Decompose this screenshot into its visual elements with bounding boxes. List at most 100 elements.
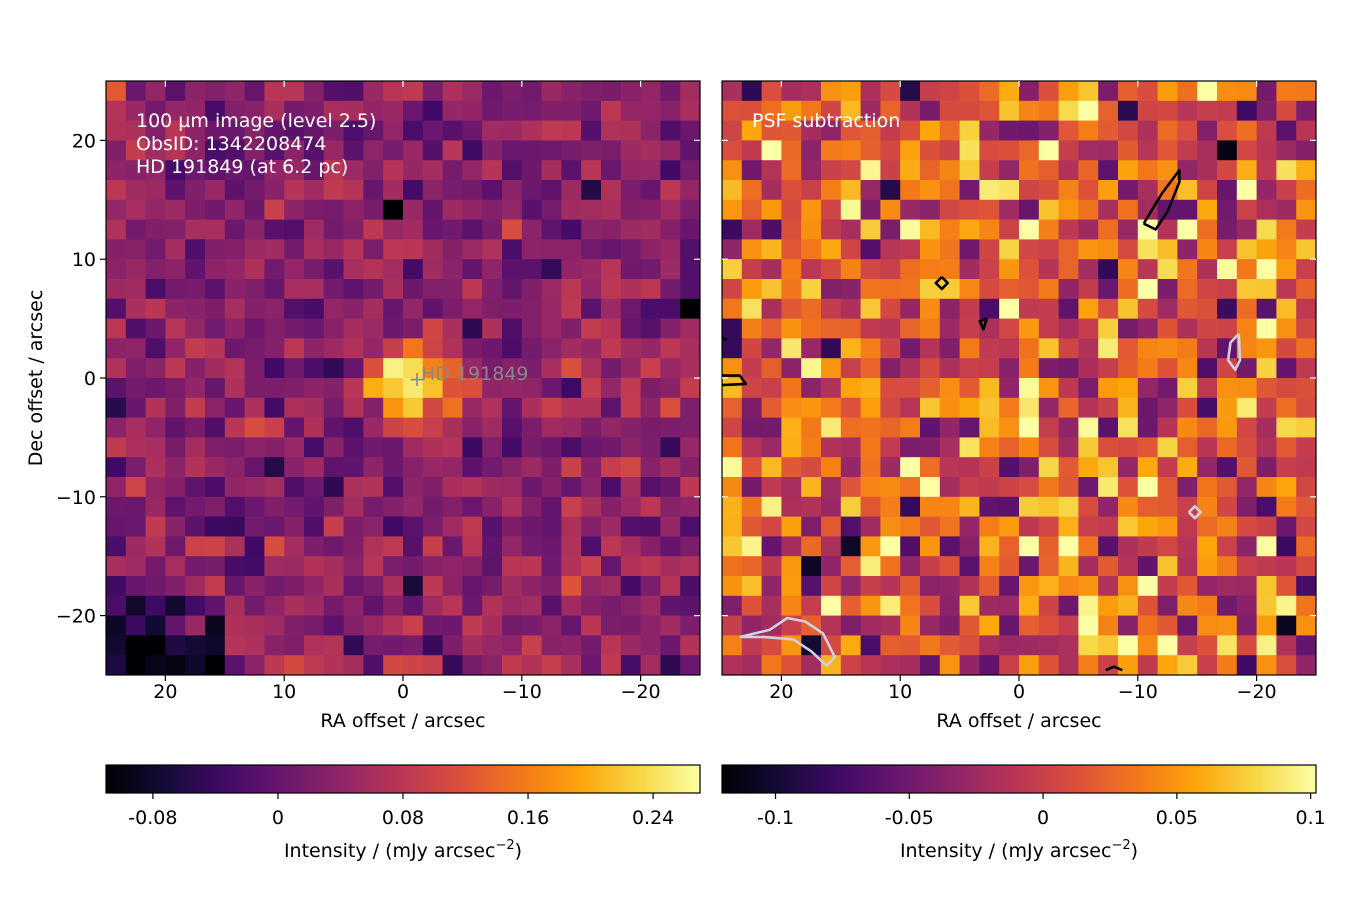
heatmap-cell bbox=[1118, 576, 1139, 597]
heatmap-cell bbox=[1058, 160, 1079, 181]
heatmap-cell bbox=[521, 318, 543, 339]
heatmap-cell bbox=[363, 417, 384, 438]
heatmap-cell bbox=[1296, 100, 1316, 122]
heatmap-cell bbox=[860, 556, 881, 577]
heatmap-cell bbox=[363, 120, 384, 141]
heatmap-cell bbox=[1256, 378, 1277, 399]
heatmap-cell bbox=[145, 595, 166, 617]
heatmap-cell bbox=[1296, 199, 1316, 221]
heatmap-cell bbox=[383, 635, 404, 656]
heatmap-cell bbox=[840, 199, 862, 221]
heatmap-cell bbox=[482, 556, 503, 577]
heatmap-cell bbox=[801, 160, 822, 181]
heatmap-cell bbox=[1019, 120, 1040, 141]
heatmap-cell bbox=[1157, 160, 1178, 181]
heatmap-cell bbox=[482, 358, 503, 379]
heatmap-cell bbox=[1098, 576, 1119, 597]
heatmap-cell bbox=[801, 536, 822, 557]
contour-line bbox=[1142, 168, 1181, 231]
heatmap-cell bbox=[1058, 576, 1079, 597]
heatmap-cell bbox=[363, 160, 384, 181]
heatmap-cell bbox=[821, 279, 842, 300]
heatmap-cell bbox=[561, 457, 582, 478]
heatmap-cell bbox=[1157, 615, 1178, 636]
heatmap-cell bbox=[205, 160, 226, 181]
heatmap-cell bbox=[1098, 140, 1119, 161]
heatmap-cell bbox=[224, 160, 246, 181]
heatmap-cell bbox=[482, 655, 503, 675]
heatmap-cell bbox=[900, 140, 921, 161]
heatmap-cell bbox=[979, 81, 1000, 102]
heatmap-cell bbox=[979, 516, 1000, 537]
heatmap-cell bbox=[462, 140, 483, 161]
heatmap-cell bbox=[1098, 516, 1119, 537]
heatmap-cell bbox=[502, 516, 523, 537]
heatmap-cell bbox=[403, 496, 424, 518]
heatmap-cell bbox=[840, 180, 862, 201]
heatmap-cell bbox=[640, 457, 661, 478]
heatmap-cell bbox=[1256, 397, 1277, 419]
heatmap-cell bbox=[620, 576, 642, 597]
heatmap-cell bbox=[106, 160, 127, 181]
heatmap-cell bbox=[1296, 397, 1316, 419]
heatmap-cell bbox=[165, 140, 186, 161]
heatmap-cell bbox=[1058, 556, 1079, 577]
heatmap-cell bbox=[1098, 397, 1119, 419]
heatmap-cell bbox=[145, 457, 166, 478]
heatmap-cell bbox=[224, 338, 246, 359]
heatmap-cell bbox=[821, 338, 842, 359]
heatmap-cell bbox=[125, 417, 147, 438]
heatmap-cell bbox=[264, 180, 285, 201]
heatmap-cell bbox=[1019, 576, 1040, 597]
heatmap-cell bbox=[1058, 655, 1079, 675]
heatmap-cell bbox=[145, 516, 166, 537]
heatmap-cell bbox=[264, 199, 285, 221]
heatmap-cell bbox=[722, 417, 743, 438]
heatmap-cell bbox=[581, 655, 602, 675]
heatmap-cell bbox=[106, 576, 127, 597]
heatmap-cell bbox=[185, 457, 206, 478]
heatmap-cell bbox=[165, 457, 186, 478]
heatmap-cell bbox=[224, 378, 246, 399]
heatmap-cell bbox=[106, 516, 127, 537]
heatmap-cell bbox=[581, 279, 602, 300]
heatmap-cell bbox=[801, 417, 822, 438]
heatmap-cell bbox=[1058, 298, 1079, 320]
heatmap-cell bbox=[323, 397, 345, 419]
heatmap-cell bbox=[741, 279, 763, 300]
source-annotation: + HD 191849 bbox=[409, 363, 529, 391]
heatmap-cell bbox=[1078, 279, 1099, 300]
heatmap-cell bbox=[165, 556, 186, 577]
heatmap-cell bbox=[1078, 219, 1099, 240]
heatmap-cell bbox=[640, 615, 661, 636]
heatmap-cell bbox=[1197, 219, 1218, 240]
heatmap-cell bbox=[403, 160, 424, 181]
heatmap-cell bbox=[1276, 140, 1297, 161]
heatmap-cell bbox=[680, 120, 700, 141]
heatmap-cell bbox=[1296, 595, 1316, 617]
heatmap-cell bbox=[403, 219, 424, 240]
colorbar-tick-label: 0.1 bbox=[1296, 807, 1326, 829]
heatmap-cell bbox=[363, 199, 384, 221]
heatmap-cell bbox=[999, 318, 1020, 339]
heatmap-cell bbox=[880, 516, 901, 537]
heatmap-cell bbox=[900, 180, 921, 201]
heatmap-cell bbox=[343, 536, 364, 557]
heatmap-cell bbox=[601, 536, 622, 557]
heatmap-cell bbox=[343, 180, 364, 201]
colorbar-left-label-sup: −2 bbox=[495, 838, 514, 853]
heatmap-cell bbox=[920, 378, 941, 399]
heatmap-cell bbox=[561, 279, 582, 300]
heatmap-cell bbox=[840, 338, 862, 359]
heatmap-cell bbox=[680, 437, 700, 458]
heatmap-cell bbox=[125, 160, 147, 181]
heatmap-cell bbox=[106, 556, 127, 577]
heatmap-cell bbox=[224, 180, 246, 201]
heatmap-cell bbox=[880, 397, 901, 419]
heatmap-cell bbox=[1058, 457, 1079, 478]
heatmap-cell bbox=[959, 81, 980, 102]
heatmap-cell bbox=[761, 536, 782, 557]
heatmap-cell bbox=[1217, 417, 1238, 438]
heatmap-cell bbox=[880, 180, 901, 201]
heatmap-cell bbox=[880, 100, 901, 122]
